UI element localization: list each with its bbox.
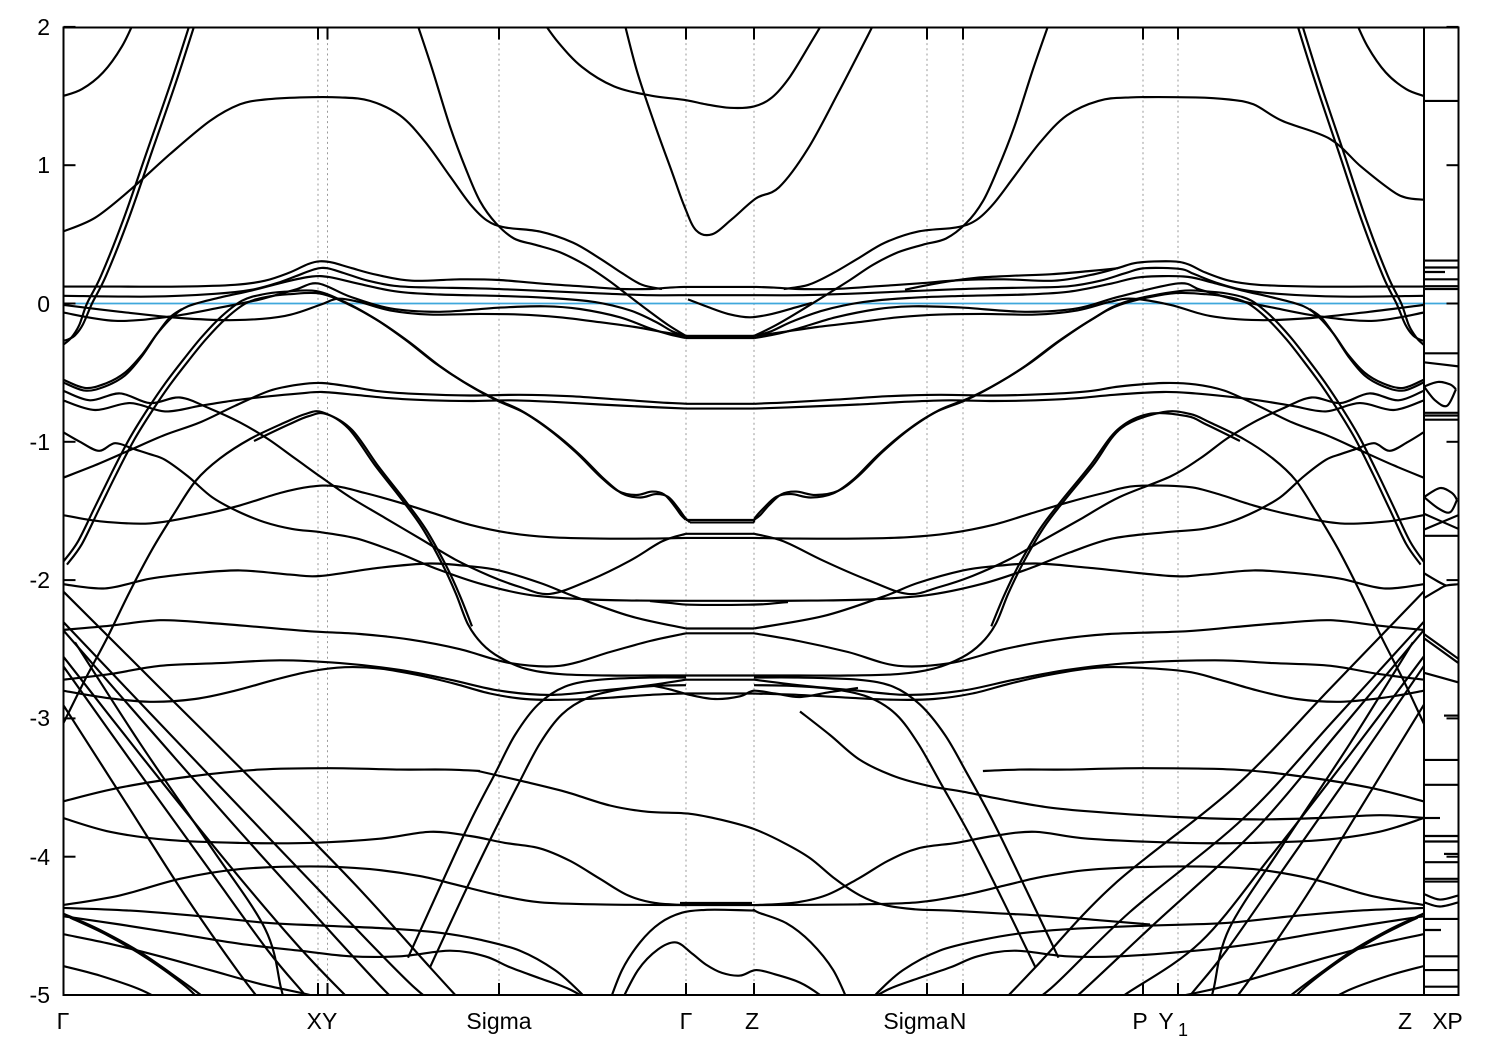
svg-text:-5: -5: [30, 982, 50, 1008]
svg-text:2: 2: [37, 14, 50, 40]
svg-text:Z: Z: [745, 1008, 759, 1034]
svg-text:0: 0: [37, 291, 50, 317]
svg-text:-3: -3: [30, 705, 50, 731]
svg-text:Z: Z: [1398, 1008, 1412, 1034]
svg-text:N: N: [950, 1008, 967, 1034]
svg-text:Y: Y: [1158, 1008, 1173, 1034]
svg-text:XY: XY: [307, 1008, 338, 1034]
svg-text:Sigma: Sigma: [466, 1008, 531, 1034]
svg-text:Sigma: Sigma: [883, 1008, 948, 1034]
svg-text:Γ: Γ: [57, 1008, 70, 1034]
svg-text:1: 1: [1178, 1020, 1188, 1040]
svg-text:-4: -4: [30, 844, 51, 870]
svg-text:P: P: [1132, 1008, 1147, 1034]
svg-text:1: 1: [37, 152, 50, 178]
svg-text:-2: -2: [30, 567, 50, 593]
svg-text:X: X: [1432, 1008, 1447, 1034]
svg-text:Γ: Γ: [680, 1008, 693, 1034]
svg-text:-1: -1: [30, 429, 50, 455]
svg-text:P: P: [1447, 1008, 1462, 1034]
